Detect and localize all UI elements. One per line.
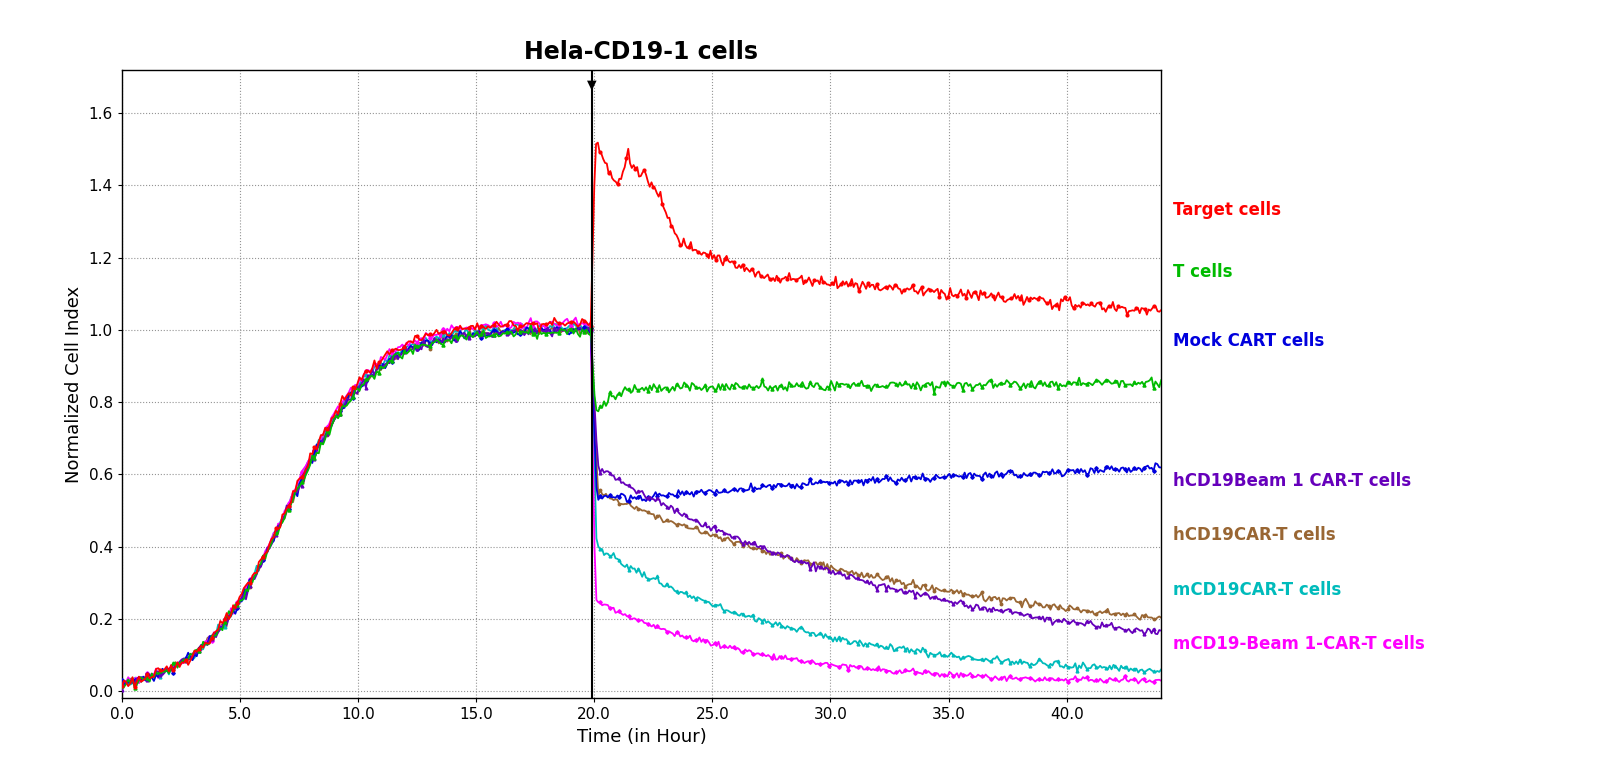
Y-axis label: Normalized Cell Index: Normalized Cell Index: [65, 286, 83, 483]
Text: Mock CART cells: Mock CART cells: [1172, 332, 1323, 351]
Text: mCD19-Beam 1-CAR-T cells: mCD19-Beam 1-CAR-T cells: [1172, 635, 1423, 653]
Text: ▼: ▼: [586, 79, 596, 92]
Text: hCD19CAR-T cells: hCD19CAR-T cells: [1172, 526, 1334, 545]
Title: Hela-CD19-1 cells: Hela-CD19-1 cells: [524, 40, 758, 64]
Text: T cells: T cells: [1172, 262, 1232, 281]
Text: mCD19CAR-T cells: mCD19CAR-T cells: [1172, 580, 1341, 599]
Text: Target cells: Target cells: [1172, 200, 1281, 219]
Text: hCD19Beam 1 CAR-T cells: hCD19Beam 1 CAR-T cells: [1172, 472, 1410, 490]
X-axis label: Time (in Hour): Time (in Hour): [576, 728, 706, 746]
